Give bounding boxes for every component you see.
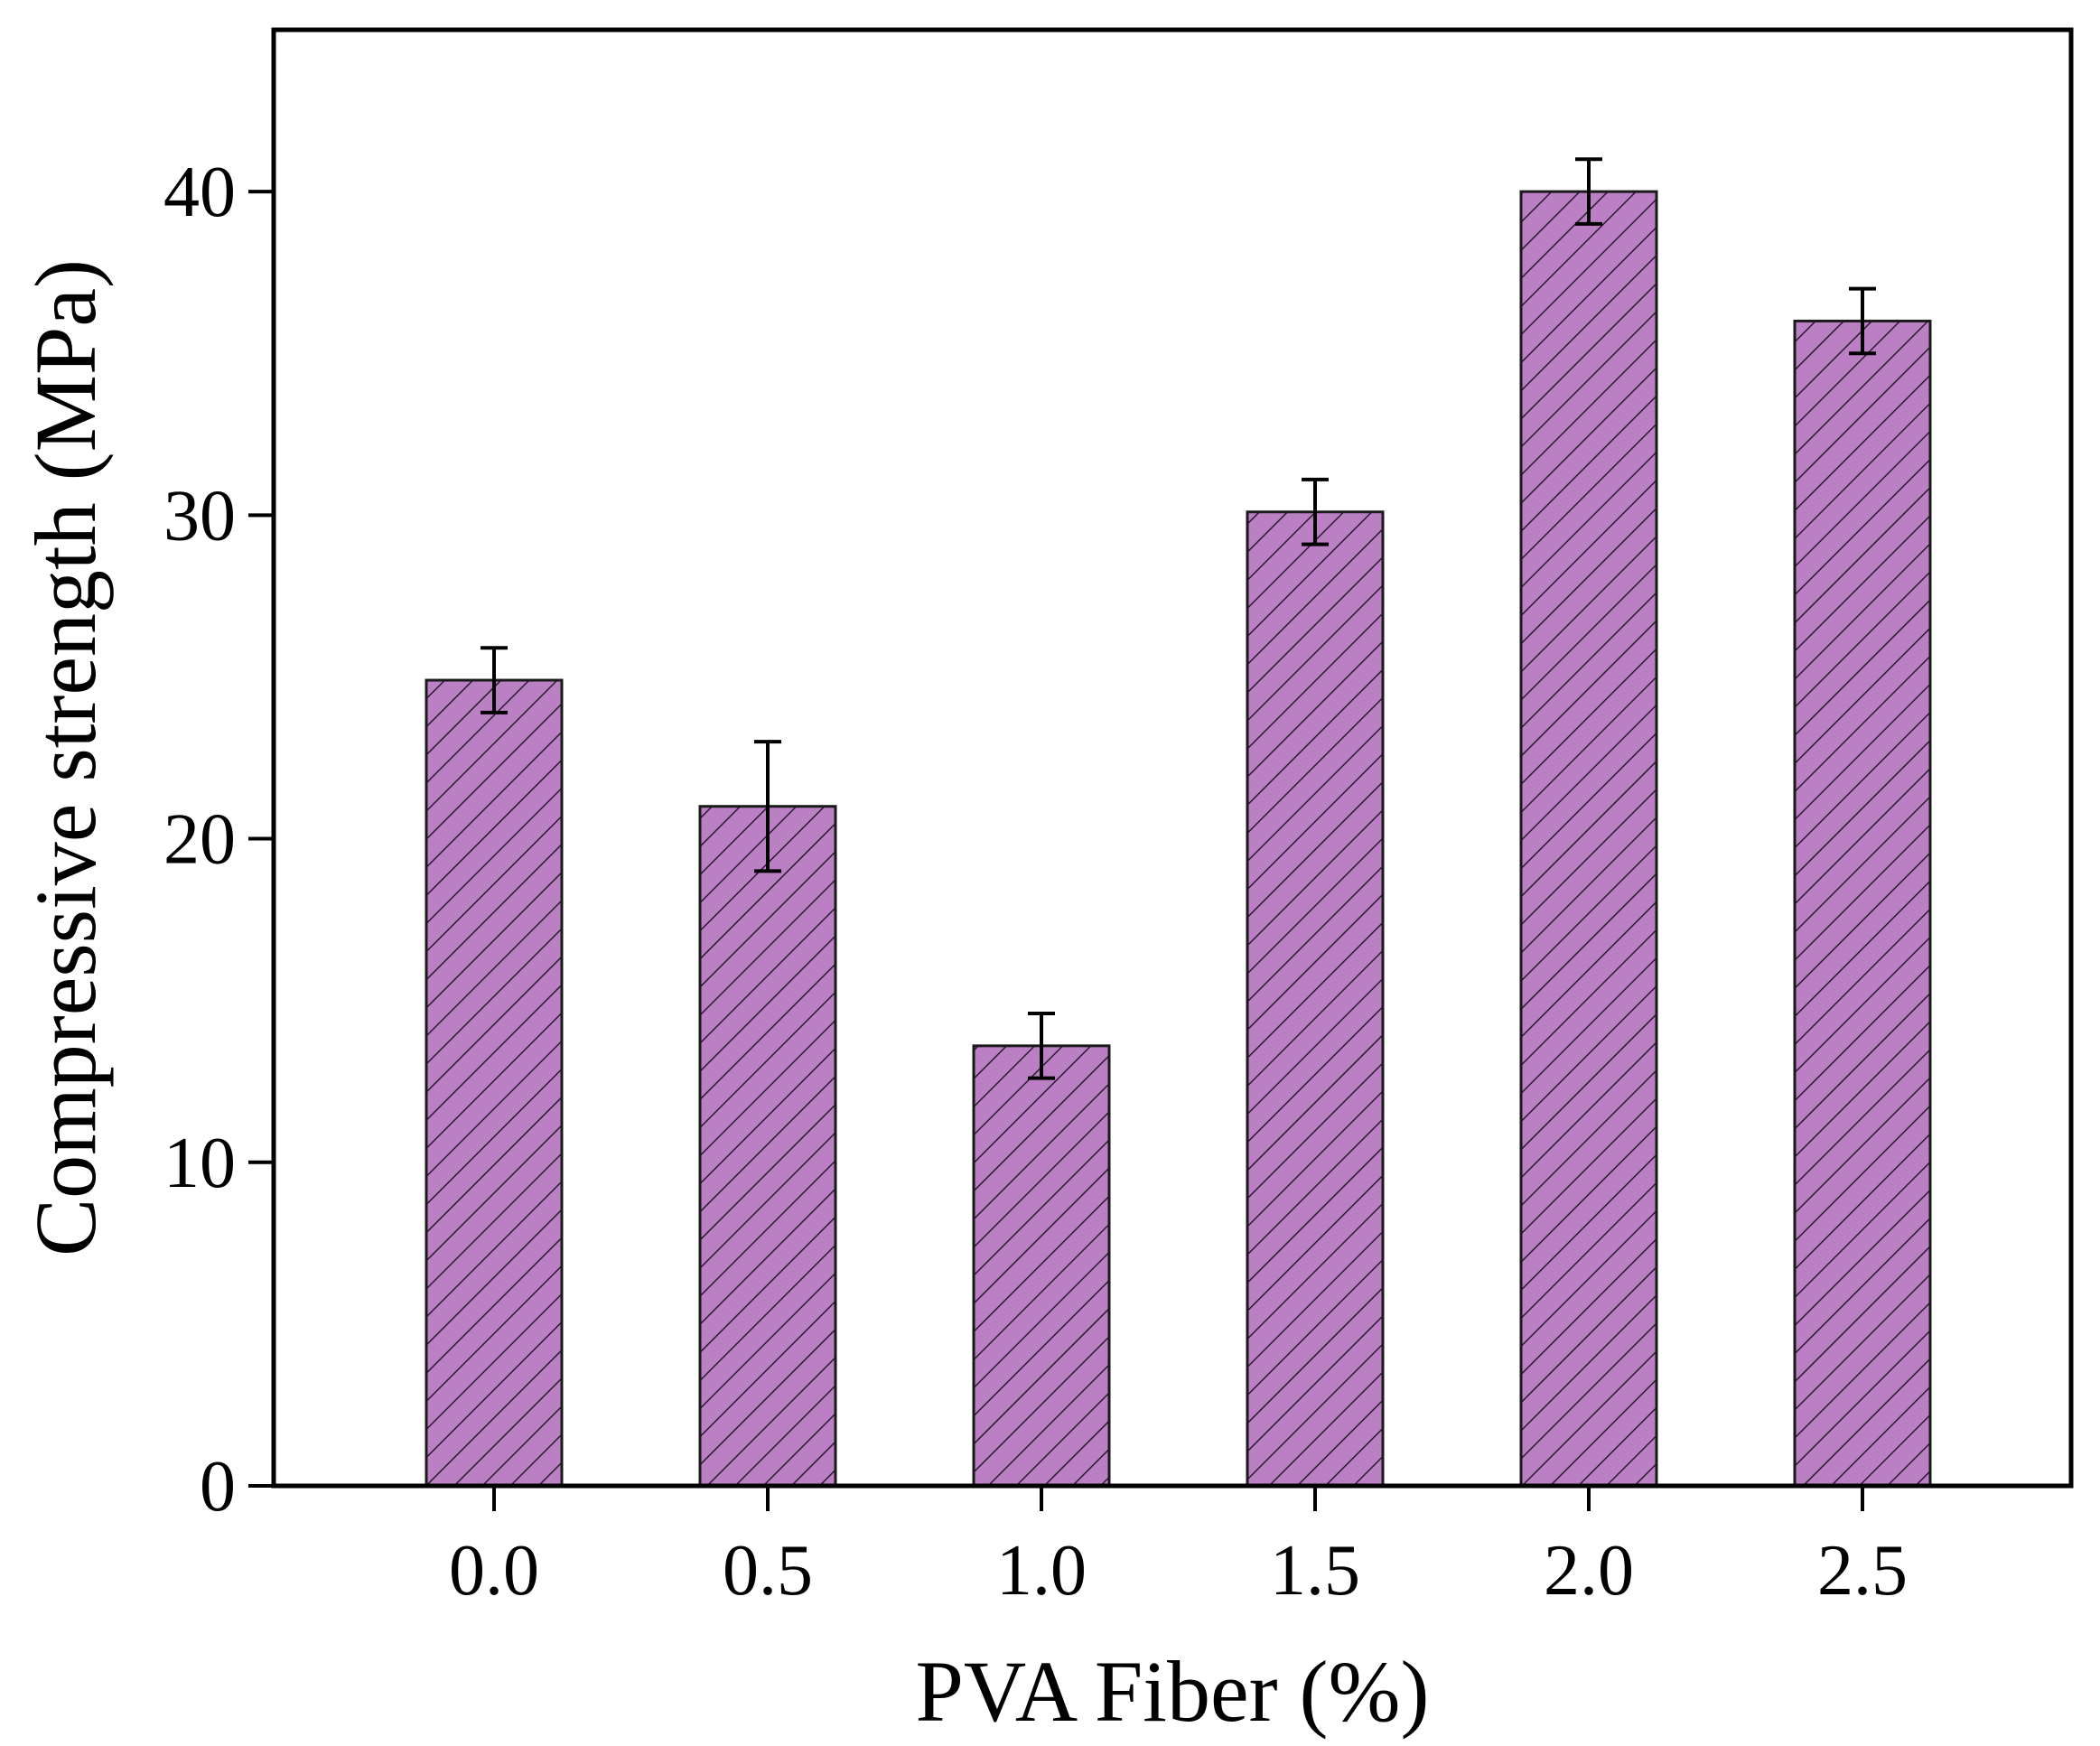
bar-2.0: [1519, 190, 1658, 1488]
bar-1.0: [972, 1044, 1111, 1488]
plot-area: 0 10 20 30 40 0.0 0.5 1.0 1.5 2.0 2.5: [163, 153, 1932, 1611]
y-tick-label: 30: [163, 476, 236, 556]
x-tick-label: 1.5: [1270, 1531, 1360, 1611]
y-tick-label: 10: [163, 1124, 236, 1203]
y-tick-label: 20: [163, 800, 236, 880]
bar-1.5: [1246, 510, 1385, 1488]
y-axis-title: Compressive strength (MPa): [17, 259, 114, 1256]
bar-2.5: [1793, 319, 1932, 1488]
x-axis-title: PVA Fiber (%): [916, 1643, 1430, 1740]
bar-0.5: [698, 805, 837, 1488]
x-tick-label: 1.0: [996, 1531, 1087, 1611]
y-tick-label: 40: [163, 153, 236, 232]
x-tick-label: 2.5: [1817, 1531, 1908, 1611]
x-tick-label: 0.5: [723, 1531, 813, 1611]
plot-frame: [271, 27, 2074, 1489]
x-tick-label: 0.0: [449, 1531, 539, 1611]
bar-0.0: [425, 678, 564, 1488]
x-tick-label: 2.0: [1544, 1531, 1634, 1611]
y-tick-label: 0: [200, 1447, 236, 1527]
